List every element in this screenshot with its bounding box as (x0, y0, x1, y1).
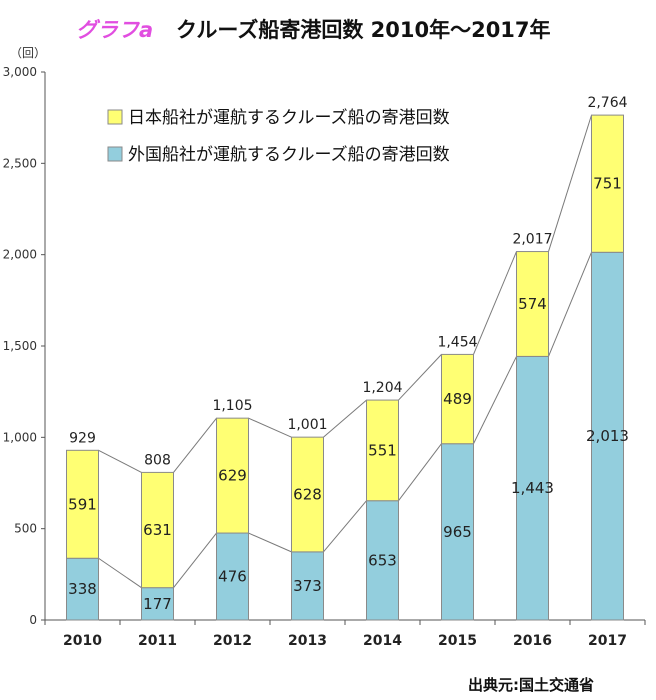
data-label-foreign: 1,443 (511, 479, 554, 497)
y-tick-label: 2,000 (3, 248, 37, 262)
data-label-foreign: 2,013 (586, 427, 629, 445)
title-row: グラフa クルーズ船寄港回数 2010年～2017年 (0, 8, 656, 42)
total-connector-line (173, 417, 217, 473)
x-tick-label: 2017 (588, 633, 627, 649)
data-label-foreign: 965 (443, 523, 472, 541)
bar-domestic (441, 353, 474, 445)
x-tick-label: 2015 (438, 633, 477, 649)
total-connector-line (323, 399, 367, 438)
legend-label: 外国船社が運航するクルーズ船の寄港回数 (128, 145, 450, 165)
chart-label: グラフa (76, 18, 154, 42)
y-tick-label: 0 (29, 613, 37, 627)
y-tick-label: 3,000 (3, 65, 37, 79)
data-label-domestic: 628 (293, 486, 322, 504)
y-tick-label: 2,500 (3, 156, 37, 170)
data-label-foreign: 177 (143, 595, 172, 613)
x-tick-label: 2014 (363, 633, 402, 649)
bar-domestic (591, 114, 624, 253)
data-label-foreign: 476 (218, 568, 247, 586)
bar-domestic (141, 471, 174, 589)
total-label: 1,105 (212, 398, 252, 414)
data-label-domestic: 574 (518, 295, 547, 313)
total-label: 1,204 (362, 380, 402, 396)
y-axis-unit: （回） (10, 46, 46, 60)
data-label-domestic: 489 (443, 390, 472, 408)
data-label-domestic: 631 (143, 521, 172, 539)
foreign-connector-line (398, 443, 442, 502)
total-connector-line (398, 354, 442, 401)
bar-domestic (516, 251, 549, 357)
foreign-connector-line (173, 532, 217, 588)
x-tick-label: 2012 (213, 633, 252, 649)
bar-foreign (291, 551, 324, 621)
data-label-domestic: 629 (218, 467, 247, 485)
bar-foreign (591, 251, 624, 621)
data-label-domestic: 591 (68, 495, 97, 513)
bar-domestic (366, 399, 399, 502)
data-label-foreign: 338 (68, 580, 97, 598)
foreign-connector-line (323, 500, 367, 553)
x-tick-label: 2011 (138, 633, 177, 649)
total-connector-line (98, 449, 142, 473)
data-label-foreign: 653 (368, 551, 397, 569)
total-label: 1,001 (287, 417, 327, 433)
foreign-connector-line (548, 252, 592, 357)
chart-title: クルーズ船寄港回数 2010年～2017年 (176, 18, 551, 42)
total-label: 1,454 (437, 334, 477, 350)
legend-swatch (107, 109, 123, 125)
legend-swatch (107, 146, 123, 162)
bar-foreign (366, 500, 399, 621)
foreign-connector-line (98, 557, 142, 589)
total-label: 2,017 (512, 232, 552, 248)
bar-domestic (291, 436, 324, 553)
foreign-connector-line (248, 532, 292, 553)
foreign-connector-line (473, 356, 517, 444)
bar-foreign (66, 557, 99, 621)
bar-foreign (516, 355, 549, 621)
total-label: 2,764 (587, 95, 627, 111)
total-label: 808 (144, 452, 171, 468)
y-tick-label: 1,000 (3, 430, 37, 444)
data-label-domestic: 551 (368, 441, 397, 459)
legend-label: 日本船社が運航するクルーズ船の寄港回数 (128, 108, 450, 128)
x-tick-label: 2013 (288, 633, 327, 649)
source-note: 出典元:国土交通省 (468, 676, 594, 694)
total-label: 929 (69, 430, 96, 446)
y-tick-label: 1,500 (3, 339, 37, 353)
total-connector-line (473, 251, 517, 355)
bar-domestic (66, 449, 99, 559)
bar-domestic (216, 417, 249, 534)
total-connector-line (248, 417, 292, 438)
y-tick-label: 500 (14, 522, 37, 536)
total-connector-line (548, 114, 592, 252)
x-tick-label: 2010 (63, 633, 102, 649)
data-label-foreign: 373 (293, 577, 322, 595)
x-tick-label: 2016 (513, 633, 552, 649)
data-label-domestic: 751 (593, 175, 622, 193)
